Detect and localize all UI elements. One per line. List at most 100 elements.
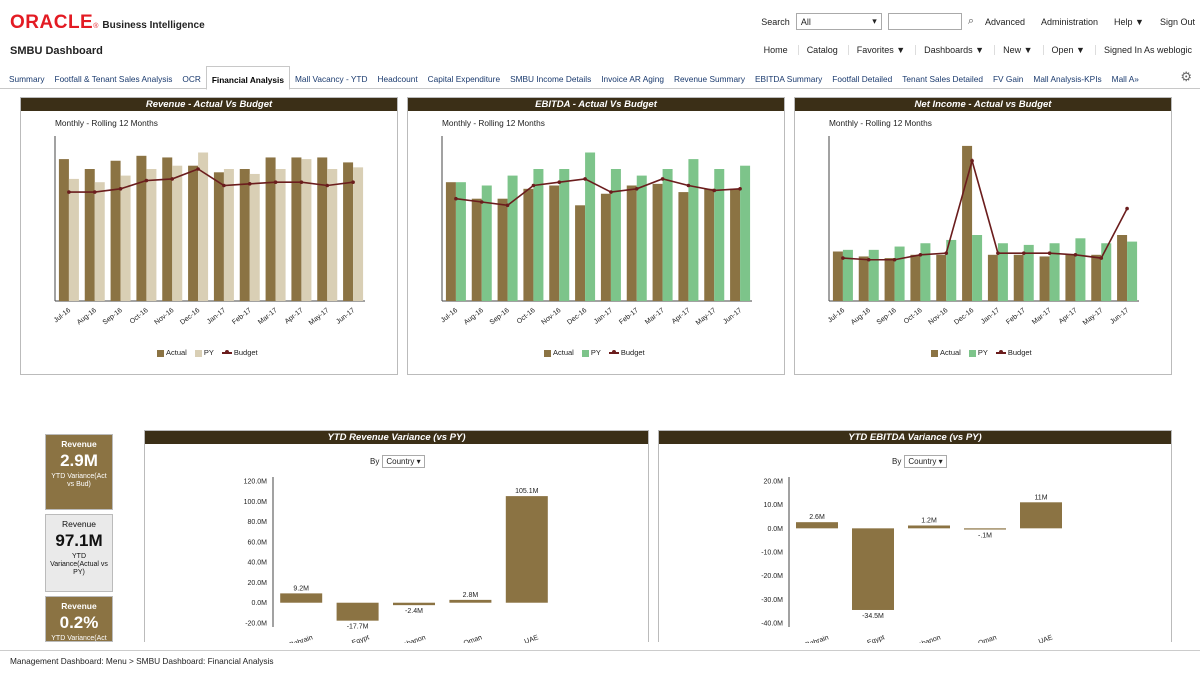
budget-point[interactable] — [866, 257, 871, 262]
bar-actual[interactable] — [704, 188, 715, 301]
bar-actual[interactable] — [884, 258, 895, 301]
bar-actual[interactable] — [858, 256, 869, 301]
nav-catalog[interactable]: Catalog — [797, 45, 846, 55]
bar-py[interactable] — [559, 169, 570, 301]
advanced-link[interactable]: Advanced — [984, 16, 1026, 27]
budget-point[interactable] — [660, 177, 665, 181]
tab-footfall-detailed[interactable]: Footfall Detailed — [832, 74, 893, 84]
tab-ocr[interactable]: OCR — [182, 74, 201, 84]
budget-point[interactable] — [892, 257, 897, 262]
budget-point[interactable] — [92, 190, 97, 194]
bar-py[interactable] — [301, 159, 312, 301]
nav-home[interactable]: Home — [763, 45, 788, 55]
bar-actual[interactable] — [678, 192, 689, 301]
budget-point[interactable] — [841, 256, 845, 260]
bar-actual[interactable] — [136, 155, 147, 301]
bar-py[interactable] — [223, 169, 234, 301]
variance-bar[interactable] — [908, 525, 950, 529]
nav-dashboards[interactable]: Dashboards ▼ — [915, 45, 992, 55]
budget-point[interactable] — [67, 190, 71, 194]
budget-point[interactable] — [144, 178, 149, 183]
bar-actual[interactable] — [84, 169, 95, 301]
variance-bar[interactable] — [964, 528, 1006, 530]
bar-py[interactable] — [740, 165, 751, 301]
tab-revenue-summary[interactable]: Revenue Summary — [673, 74, 745, 84]
budget-point[interactable] — [712, 188, 717, 193]
search-scope-select[interactable]: All ▾ — [795, 13, 882, 30]
tab-tenant-sales-detailed[interactable]: Tenant Sales Detailed — [902, 74, 983, 84]
oracle-logo[interactable]: ORACLE ® Business Intelligence — [10, 12, 205, 34]
nav-favorites[interactable]: Favorites ▼ — [847, 45, 913, 55]
bar-actual[interactable] — [626, 185, 637, 302]
tab-fv-gain[interactable]: FV Gain — [992, 74, 1024, 84]
bar-actual[interactable] — [1065, 254, 1076, 301]
budget-point[interactable] — [531, 183, 536, 188]
budget-point[interactable] — [299, 180, 304, 184]
bar-py[interactable] — [1049, 243, 1060, 301]
bar-actual[interactable] — [317, 157, 328, 301]
tab-financial-analysis[interactable]: Financial Analysis — [205, 66, 290, 90]
bar-actual[interactable] — [962, 145, 973, 301]
budget-point[interactable] — [918, 253, 923, 257]
variance-bar[interactable] — [796, 522, 838, 529]
variance-bar[interactable] — [852, 528, 894, 610]
bar-py[interactable] — [94, 182, 105, 301]
nav-open[interactable]: Open ▼ — [1042, 45, 1093, 55]
tab-summary[interactable]: Summary — [9, 74, 45, 84]
budget-point[interactable] — [634, 187, 639, 191]
bar-py[interactable] — [662, 169, 673, 301]
budget-point[interactable] — [454, 196, 458, 201]
bar-py[interactable] — [636, 175, 647, 301]
help-menu[interactable]: Help ▼ — [1114, 16, 1144, 27]
variance-bar[interactable] — [393, 602, 435, 606]
gear-icon[interactable]: ⚙ — [1180, 69, 1192, 84]
budget-point[interactable] — [738, 187, 742, 191]
variance-bar[interactable] — [280, 593, 323, 603]
bar-py[interactable] — [585, 152, 596, 302]
bar-actual[interactable] — [600, 193, 611, 301]
bar-py[interactable] — [1075, 238, 1086, 301]
sign-out-link[interactable]: Sign Out — [1159, 16, 1195, 27]
budget-point[interactable] — [1125, 206, 1129, 211]
bar-py[interactable] — [842, 249, 853, 301]
tab-mall-a[interactable]: Mall A» — [1111, 74, 1139, 84]
nav-new[interactable]: New ▼ — [994, 45, 1040, 55]
bar-py[interactable] — [1127, 241, 1138, 301]
bar-actual[interactable] — [523, 188, 534, 301]
variance-bar[interactable] — [1020, 502, 1062, 529]
bar-py[interactable] — [507, 175, 518, 301]
country-dropdown[interactable]: Country ▾ — [904, 455, 947, 468]
breadcrumb[interactable]: Management Dashboard: Menu > SMBU Dashbo… — [0, 650, 1200, 668]
bar-actual[interactable] — [910, 254, 921, 301]
budget-point[interactable] — [325, 183, 330, 188]
budget-point[interactable] — [609, 190, 613, 194]
bar-py[interactable] — [920, 243, 931, 301]
bar-actual[interactable] — [265, 157, 276, 301]
bar-actual[interactable] — [1039, 256, 1050, 301]
bar-py[interactable] — [972, 235, 983, 301]
budget-point[interactable] — [1021, 251, 1026, 255]
bar-py[interactable] — [146, 169, 157, 301]
kpi-revenue-var-budget[interactable]: Revenue 2.9M YTD Variance(Act vs Bud) — [45, 434, 113, 510]
bar-actual[interactable] — [1091, 254, 1102, 301]
administration-link[interactable]: Administration — [1041, 16, 1099, 27]
bar-py[interactable] — [997, 243, 1008, 301]
bar-py[interactable] — [481, 185, 492, 302]
bar-py[interactable] — [533, 169, 544, 301]
variance-bar[interactable] — [505, 496, 548, 603]
budget-point[interactable] — [557, 180, 562, 184]
bar-py[interactable] — [275, 169, 286, 301]
budget-point[interactable] — [247, 182, 252, 186]
bar-actual[interactable] — [239, 169, 250, 301]
budget-point[interactable] — [479, 200, 484, 204]
bar-actual[interactable] — [162, 157, 173, 301]
bar-py[interactable] — [688, 159, 699, 301]
budget-point[interactable] — [1073, 253, 1078, 257]
bar-py[interactable] — [172, 165, 183, 301]
bar-actual[interactable] — [936, 254, 947, 301]
bar-actual[interactable] — [213, 172, 224, 301]
bar-py[interactable] — [327, 169, 338, 301]
bar-actual[interactable] — [58, 159, 69, 301]
bar-py[interactable] — [894, 246, 905, 301]
bar-actual[interactable] — [1117, 235, 1128, 301]
